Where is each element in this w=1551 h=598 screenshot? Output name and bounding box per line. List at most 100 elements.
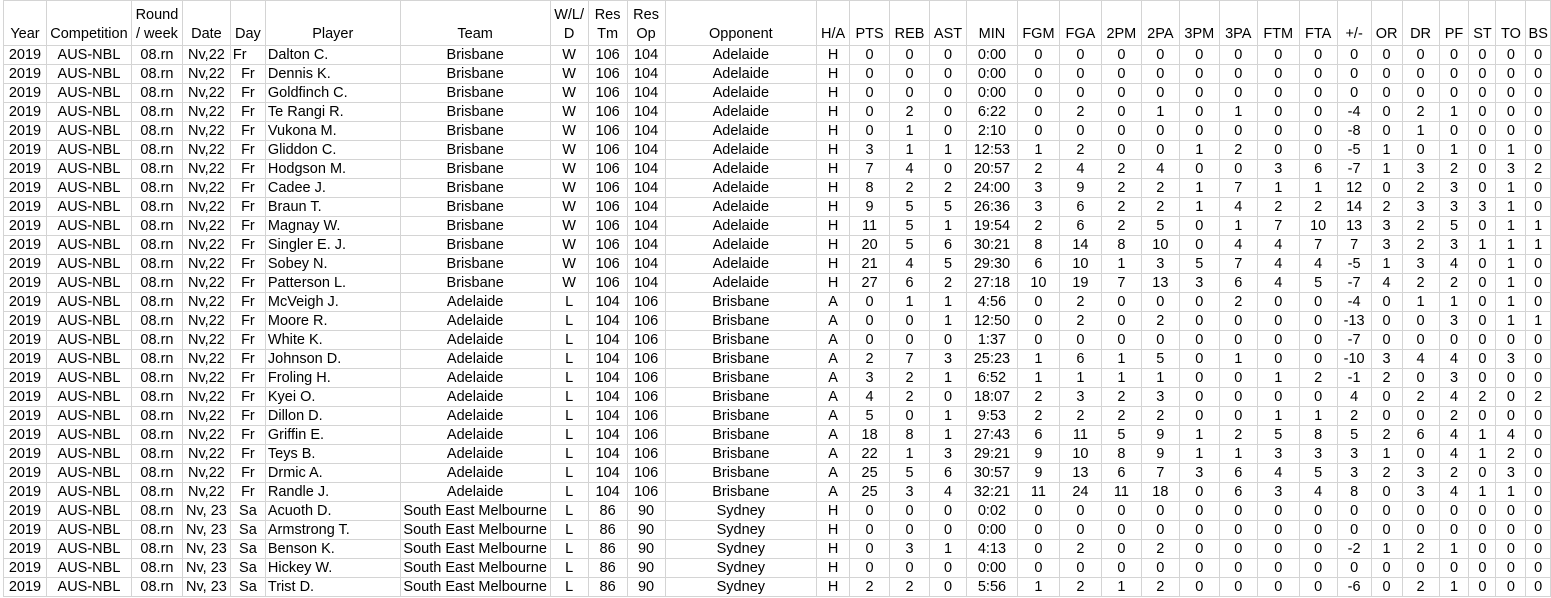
cell-pts[interactable]: 27 <box>849 273 891 293</box>
cell-year[interactable]: 2019 <box>3 64 47 84</box>
cell-fgm[interactable]: 0 <box>1016 83 1060 103</box>
cell-3pa[interactable]: 1 <box>1218 216 1258 236</box>
cell-res-tm[interactable]: 106 <box>587 254 628 274</box>
cell-reb[interactable]: 1 <box>889 444 931 464</box>
cell-pf[interactable]: 1 <box>1438 539 1470 559</box>
cell-date[interactable]: Nv,22 <box>181 292 231 312</box>
column-header[interactable]: Res Tm <box>587 0 628 46</box>
cell-pts[interactable]: 2 <box>849 349 891 369</box>
cell-2pm[interactable]: 2 <box>1100 406 1142 426</box>
cell-fga[interactable]: 0 <box>1058 83 1102 103</box>
cell-opponent[interactable]: Adelaide <box>664 140 818 160</box>
cell-fgm[interactable]: 2 <box>1016 216 1060 236</box>
cell-res-tm[interactable]: 106 <box>587 235 628 255</box>
cell-round-week[interactable]: 08.rn <box>130 254 183 274</box>
cell-pf[interactable]: 1 <box>1438 577 1470 597</box>
cell-date[interactable]: Nv,22 <box>181 368 231 388</box>
cell-or[interactable]: 4 <box>1370 273 1403 293</box>
cell-date[interactable]: Nv,22 <box>181 83 231 103</box>
cell-res-op[interactable]: 104 <box>626 197 666 217</box>
cell-2pa[interactable]: 0 <box>1140 140 1180 160</box>
cell-round-week[interactable]: 08.rn <box>130 292 183 312</box>
cell-2pa[interactable]: 1 <box>1140 102 1180 122</box>
cell-res-tm[interactable]: 106 <box>587 121 628 141</box>
cell-2pa[interactable]: 0 <box>1140 520 1180 540</box>
cell-ftm[interactable]: 0 <box>1256 311 1300 331</box>
cell-opponent[interactable]: Adelaide <box>664 178 818 198</box>
cell-day[interactable]: Fr <box>229 444 266 464</box>
column-header[interactable]: FGA <box>1058 0 1102 46</box>
cell-h-a[interactable]: H <box>816 121 851 141</box>
cell-to[interactable]: 3 <box>1495 349 1527 369</box>
cell-pts[interactable]: 0 <box>849 311 891 331</box>
cell-fgm[interactable]: 2 <box>1016 406 1060 426</box>
cell-fta[interactable]: 7 <box>1298 235 1338 255</box>
cell-opponent[interactable]: Adelaide <box>664 235 818 255</box>
cell-competition[interactable]: AUS-NBL <box>45 330 132 350</box>
cell-pf[interactable]: 1 <box>1438 292 1470 312</box>
cell-competition[interactable]: AUS-NBL <box>45 64 132 84</box>
column-header[interactable]: FGM <box>1016 0 1060 46</box>
cell-day[interactable]: Fr <box>229 178 266 198</box>
cell-pts[interactable]: 25 <box>849 463 891 483</box>
cell-3pa[interactable]: 0 <box>1218 83 1258 103</box>
cell-3pa[interactable]: 2 <box>1218 292 1258 312</box>
cell-st[interactable]: 0 <box>1468 216 1497 236</box>
cell-opponent[interactable]: Brisbane <box>664 387 818 407</box>
cell-year[interactable]: 2019 <box>3 102 47 122</box>
cell-to[interactable]: 0 <box>1495 406 1527 426</box>
cell-2pa[interactable]: 1 <box>1140 368 1180 388</box>
cell-3pm[interactable]: 0 <box>1178 482 1220 502</box>
cell-opponent[interactable]: Sydney <box>664 558 818 578</box>
cell-round-week[interactable]: 08.rn <box>130 273 183 293</box>
cell-+-[interactable]: -7 <box>1336 159 1372 179</box>
cell-fta[interactable]: 0 <box>1298 330 1338 350</box>
column-header[interactable]: Round / week <box>130 0 183 46</box>
cell-round-week[interactable]: 08.rn <box>130 577 183 597</box>
cell-or[interactable]: 0 <box>1370 102 1403 122</box>
cell-2pm[interactable]: 0 <box>1100 520 1142 540</box>
cell-fgm[interactable]: 0 <box>1016 121 1060 141</box>
cell-reb[interactable]: 0 <box>889 501 931 521</box>
cell-pts[interactable]: 0 <box>849 83 891 103</box>
cell-to[interactable]: 1 <box>1495 292 1527 312</box>
cell-+-[interactable]: 0 <box>1336 558 1372 578</box>
cell-pf[interactable]: 3 <box>1438 368 1470 388</box>
cell-w-l-d[interactable]: W <box>549 216 589 236</box>
cell-ftm[interactable]: 3 <box>1256 444 1300 464</box>
cell-round-week[interactable]: 08.rn <box>130 501 183 521</box>
cell-reb[interactable]: 0 <box>889 83 931 103</box>
cell-2pm[interactable]: 0 <box>1100 83 1142 103</box>
cell-st[interactable]: 0 <box>1468 254 1497 274</box>
cell-bs[interactable]: 0 <box>1525 501 1551 521</box>
cell-2pm[interactable]: 0 <box>1100 311 1142 331</box>
cell-res-op[interactable]: 106 <box>626 330 666 350</box>
cell-fga[interactable]: 2 <box>1058 292 1102 312</box>
cell-pf[interactable]: 4 <box>1438 349 1470 369</box>
cell-+-[interactable]: -6 <box>1336 577 1372 597</box>
cell-res-op[interactable]: 106 <box>626 425 666 445</box>
cell-reb[interactable]: 6 <box>889 273 931 293</box>
cell-fga[interactable]: 6 <box>1058 349 1102 369</box>
cell-2pm[interactable]: 2 <box>1100 159 1142 179</box>
cell-reb[interactable]: 0 <box>889 406 931 426</box>
cell-3pa[interactable]: 0 <box>1218 406 1258 426</box>
cell-pts[interactable]: 7 <box>849 159 891 179</box>
cell-date[interactable]: Nv, 23 <box>181 539 231 559</box>
cell-min[interactable]: 0:00 <box>966 64 1018 84</box>
cell-fga[interactable]: 0 <box>1058 501 1102 521</box>
cell-dr[interactable]: 6 <box>1401 425 1440 445</box>
cell-ast[interactable]: 0 <box>929 520 967 540</box>
cell-h-a[interactable]: A <box>816 311 851 331</box>
cell-fgm[interactable]: 0 <box>1016 45 1060 65</box>
cell-team[interactable]: Brisbane <box>399 273 551 293</box>
cell-pf[interactable]: 1 <box>1438 140 1470 160</box>
cell-fta[interactable]: 0 <box>1298 292 1338 312</box>
cell-date[interactable]: Nv, 23 <box>181 558 231 578</box>
cell-st[interactable]: 1 <box>1468 482 1497 502</box>
cell-to[interactable]: 1 <box>1495 216 1527 236</box>
cell-team[interactable]: Brisbane <box>399 121 551 141</box>
cell-bs[interactable]: 0 <box>1525 444 1551 464</box>
cell-bs[interactable]: 2 <box>1525 387 1551 407</box>
cell-player[interactable]: Moore R. <box>264 311 401 331</box>
